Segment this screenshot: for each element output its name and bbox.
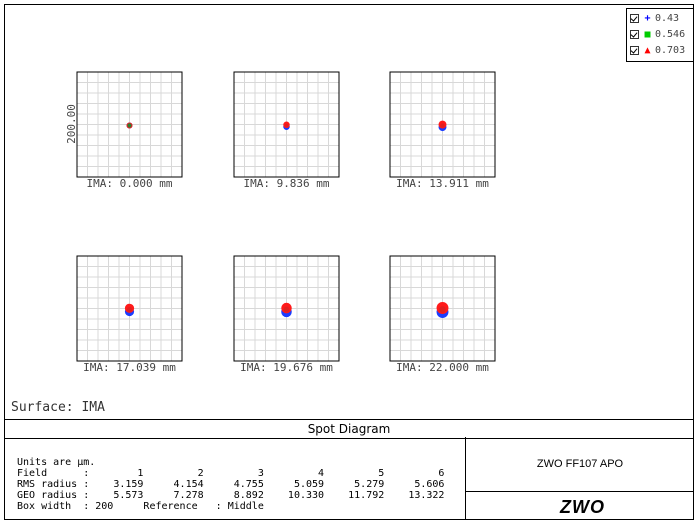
triangle-marker-icon: ▲ — [644, 44, 651, 56]
spot-info-table: Units are µm. Field : 1 2 3 4 5 6 RMS radi… — [17, 457, 444, 512]
spot-wavelength-0.546 — [284, 123, 289, 128]
rms-radius-row: RMS radius : 3.159 4.154 4.755 5.059 5.2… — [17, 479, 445, 490]
checkbox-icon[interactable] — [630, 46, 639, 55]
spot-box-border — [389, 71, 496, 178]
field-label: IMA: 22.000 mm — [396, 361, 489, 374]
legend-item-0[interactable]: + 0.43 — [630, 12, 679, 25]
legend-label: 0.703 — [655, 45, 686, 56]
legend-label: 0.43 — [655, 13, 680, 24]
square-marker-icon: ■ — [644, 28, 651, 40]
spot-diagram-window: IMA: 0.000 mm IMA: 9.836 mm IMA: 13.911 mm… — [4, 4, 694, 520]
spot-box-field-2: IMA: 9.836 mm — [233, 71, 340, 190]
field-label: IMA: 0.000 mm — [86, 177, 172, 190]
spot-wavelength-0.546 — [440, 123, 445, 128]
spot-plots-area: IMA: 0.000 mm IMA: 9.836 mm IMA: 13.911 mm… — [65, 71, 496, 374]
spot-box-border — [233, 71, 340, 178]
spot-box-border — [233, 255, 340, 362]
wavelength-legend: + 0.43 ■ 0.546 ▲ 0.703 — [626, 8, 694, 62]
checkbox-icon[interactable] — [630, 14, 639, 23]
spot-box-border — [76, 71, 183, 178]
units-row: Units are µm. — [17, 457, 96, 468]
scale-label: 200.00 — [65, 104, 78, 144]
spot-wavelength-0.546 — [126, 306, 133, 313]
lens-info-box: ZWO FF107 APO ZWO — [465, 437, 694, 519]
spot-box-border — [76, 255, 183, 362]
zwo-logo: ZWO — [560, 497, 605, 517]
spot-box-border — [389, 255, 496, 362]
spot-box-field-3: IMA: 13.911 mm — [389, 71, 496, 190]
surface-label: Surface: IMA — [11, 400, 105, 415]
spot-box-field-5: IMA: 19.676 mm — [233, 255, 340, 374]
spot-box-field-6: IMA: 22.000 mm — [389, 255, 496, 374]
field-label: IMA: 19.676 mm — [240, 361, 333, 374]
spot-wavelength-0.546 — [127, 123, 132, 128]
field-label: IMA: 17.039 mm — [83, 361, 176, 374]
spot-wavelength-0.546 — [283, 306, 290, 313]
box-width-row: Box width : 200 Reference : Middle — [17, 501, 264, 512]
field-label: IMA: 13.911 mm — [396, 177, 489, 190]
legend-item-2[interactable]: ▲ 0.703 — [630, 44, 685, 57]
spot-wavelength-0.546 — [439, 306, 446, 313]
lens-name: ZWO FF107 APO — [466, 437, 694, 492]
checkbox-icon[interactable] — [630, 30, 639, 39]
field-label: IMA: 9.836 mm — [243, 177, 329, 190]
legend-label: 0.546 — [655, 29, 686, 40]
legend-item-1[interactable]: ■ 0.546 — [630, 28, 685, 41]
spot-box-field-1: IMA: 0.000 mm — [76, 71, 183, 190]
plus-marker-icon: + — [644, 12, 651, 24]
field-row: Field : 1 2 3 4 5 6 — [17, 468, 445, 479]
spot-box-field-4: IMA: 17.039 mm — [76, 255, 183, 374]
geo-radius-row: GEO radius : 5.573 7.278 8.892 10.330 11… — [17, 490, 445, 501]
plot-title: Spot Diagram — [5, 419, 693, 439]
